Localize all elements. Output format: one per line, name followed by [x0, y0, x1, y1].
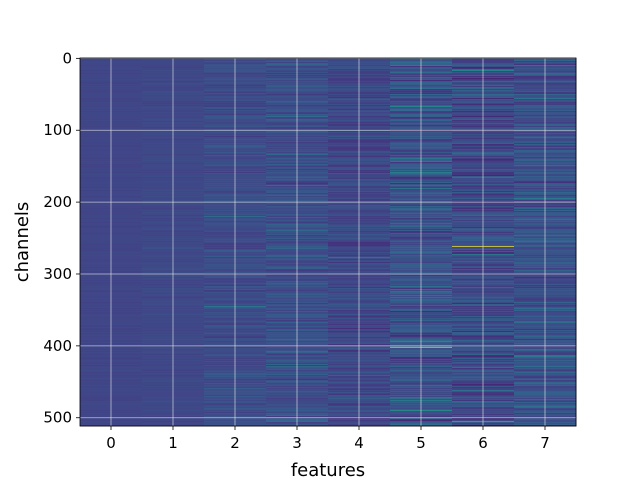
x-tick-label: 3 [292, 434, 302, 452]
heatmap-cells [80, 58, 577, 427]
y-tick-label: 0 [62, 49, 72, 67]
y-tick-label: 400 [43, 337, 72, 355]
y-axis-label: channels [12, 202, 33, 283]
grid-lines [80, 57, 576, 426]
plot-frame [79, 57, 577, 427]
y-ticks: 0 100 200 300 400 500 [43, 49, 80, 427]
x-tick-label: 1 [168, 434, 178, 452]
x-tick-label: 6 [478, 434, 488, 452]
x-tick-label: 0 [106, 434, 116, 452]
y-tick-label: 300 [43, 265, 72, 283]
x-ticks: 0 1 2 3 4 5 6 7 [106, 426, 550, 452]
x-axis-label: features [291, 460, 365, 480]
y-tick-label: 100 [43, 121, 72, 139]
y-tick-label: 200 [43, 193, 72, 211]
x-tick-label: 2 [230, 434, 240, 452]
x-tick-label: 4 [354, 434, 364, 452]
x-tick-label: 7 [540, 434, 550, 452]
x-tick-label: 5 [416, 434, 426, 452]
y-tick-label: 500 [43, 409, 72, 427]
